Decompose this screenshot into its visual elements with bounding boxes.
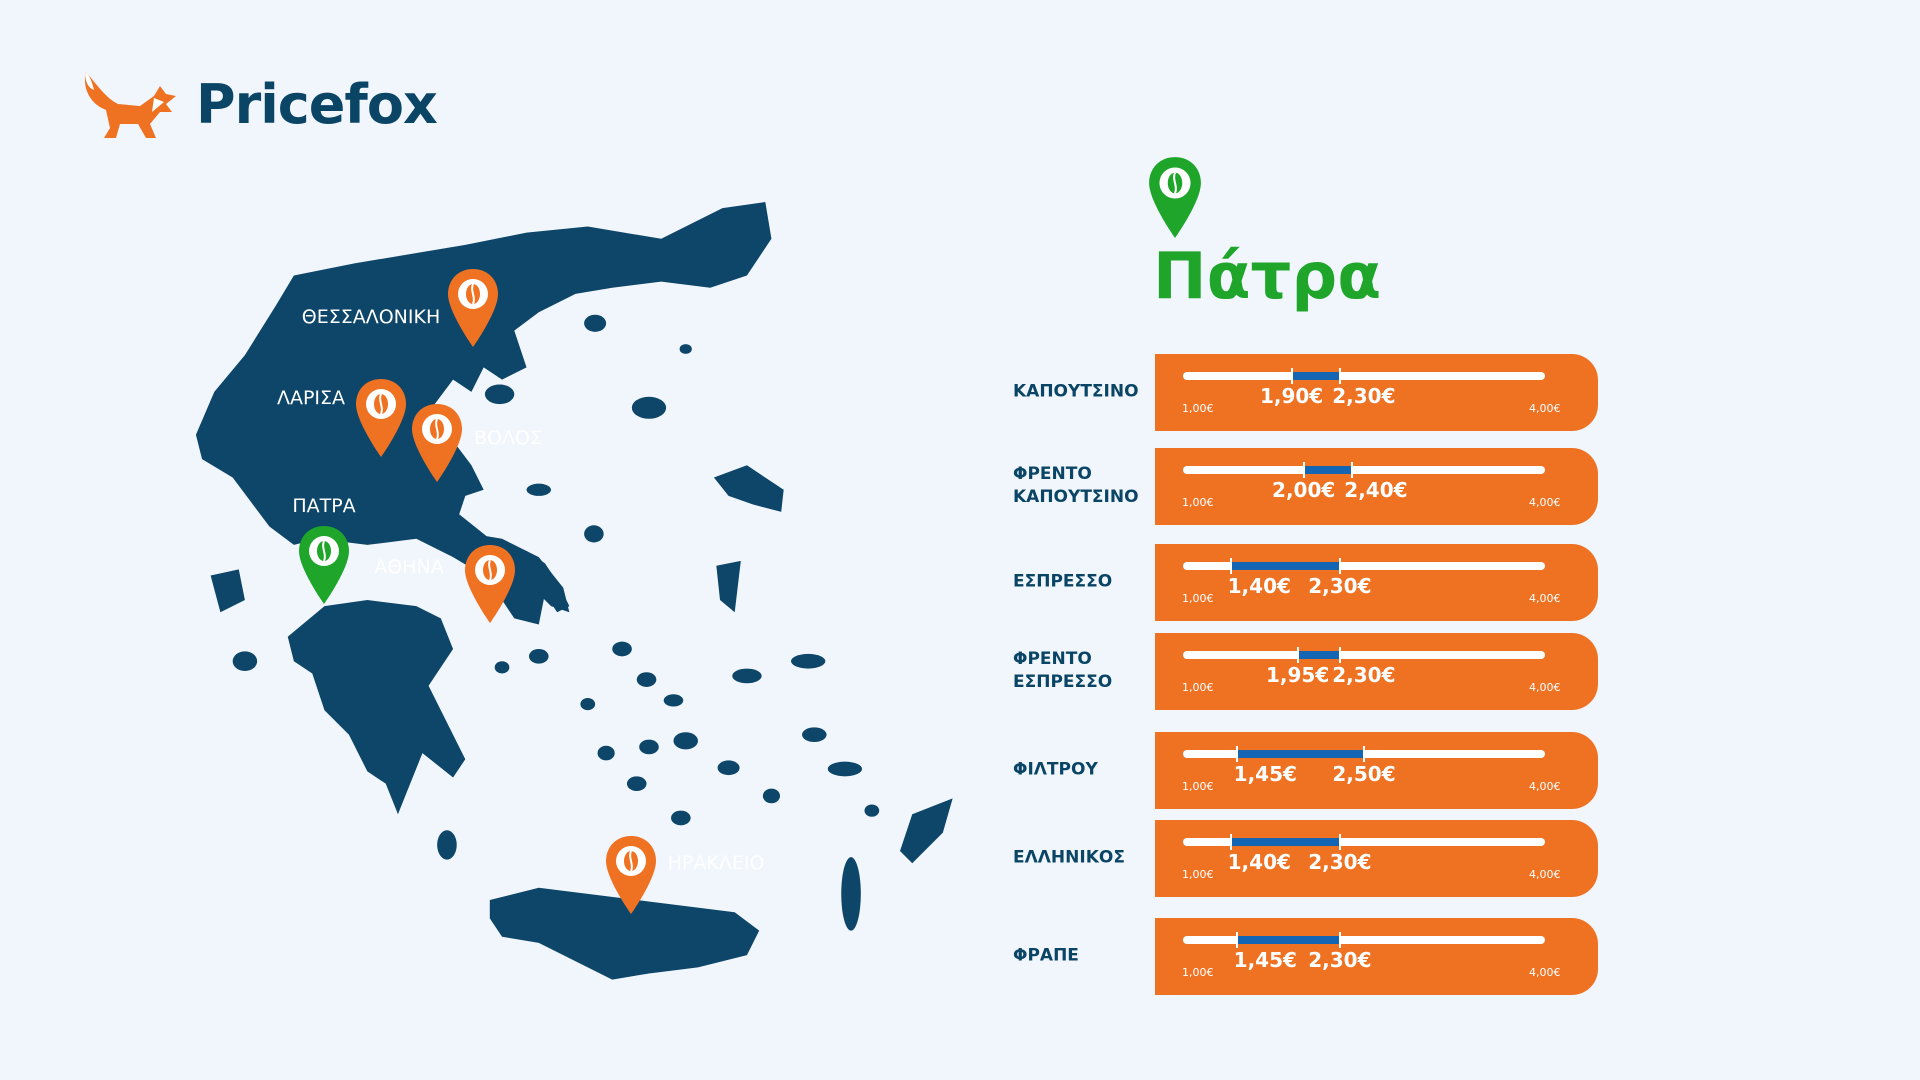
scale-max-label: 4,00€	[1529, 868, 1561, 881]
high-price-value: 2,40€	[1344, 478, 1408, 502]
scale-min-label: 1,00€	[1182, 496, 1214, 509]
low-price-marker	[1230, 834, 1233, 850]
scale-max-label: 4,00€	[1529, 780, 1561, 793]
city-label-larisa: ΛΑΡΙΣΑ	[276, 387, 346, 409]
low-price-marker	[1302, 462, 1305, 478]
price-range-fill	[1237, 750, 1364, 758]
price-range-fill	[1237, 936, 1340, 944]
high-price-marker	[1338, 368, 1341, 384]
map-pin-3-coffee-bean-icon[interactable]	[297, 524, 351, 606]
price-range-bar: 1,40€ 2,30€ 1,00€ 4,00€	[1155, 544, 1598, 621]
coffee-type-label: ΚΑΠΟΥΤΣΙΝΟ	[1013, 381, 1139, 402]
scale-max-label: 4,00€	[1529, 592, 1561, 605]
high-price-marker	[1338, 558, 1341, 574]
price-track	[1183, 368, 1545, 384]
scale-max-label: 4,00€	[1529, 966, 1561, 979]
low-price-value: 1,40€	[1227, 850, 1291, 874]
coffee-type-label: ΦΙΛΤΡΟΥ	[1013, 759, 1098, 780]
scale-min-label: 1,00€	[1182, 681, 1214, 694]
city-label-irakleio: ΗΡΑΚΛΕΙΟ	[667, 852, 765, 874]
selected-city-pin-icon	[1149, 157, 1201, 238]
low-price-value: 1,95€	[1265, 663, 1330, 687]
price-track	[1183, 932, 1545, 948]
lesvos	[713, 465, 784, 512]
low-price-value: 2,00€	[1272, 478, 1336, 502]
price-track	[1183, 834, 1545, 850]
low-price-marker	[1296, 647, 1299, 663]
price-track	[1183, 558, 1545, 574]
high-price-value: 2,30€	[1332, 384, 1396, 408]
scale-min-label: 1,00€	[1182, 592, 1214, 605]
high-price-marker	[1350, 462, 1353, 478]
city-label-athina: ΑΘΗΝΑ	[374, 556, 444, 578]
scale-min-label: 1,00€	[1182, 402, 1214, 415]
price-range-bar: 1,45€ 2,30€ 1,00€ 4,00€	[1155, 918, 1598, 995]
price-track	[1183, 462, 1545, 478]
low-price-value: 1,90€	[1259, 384, 1324, 408]
low-price-marker	[1236, 746, 1239, 762]
scale-max-label: 4,00€	[1529, 496, 1561, 509]
scale-max-label: 4,00€	[1529, 402, 1561, 415]
low-price-value: 1,40€	[1227, 574, 1291, 598]
scale-max-label: 4,00€	[1529, 681, 1561, 694]
mainland-greece	[195, 202, 772, 625]
corfu-area	[210, 569, 245, 613]
price-track	[1183, 647, 1545, 663]
coffee-type-label: ΦΡΕΝΤΟ ΕΣΠΡΕΣΣΟ	[1013, 649, 1113, 692]
map-pin-1-coffee-bean-icon[interactable]	[354, 377, 408, 459]
price-range-fill	[1297, 651, 1340, 659]
coffee-type-label: ΦΡΑΠΕ	[1013, 945, 1079, 966]
small-islands	[232, 314, 880, 931]
chios	[716, 560, 741, 613]
price-range-bar: 2,00€ 2,40€ 1,00€ 4,00€	[1155, 448, 1598, 525]
coffee-type-label: ΕΛΛΗΝΙΚΟΣ	[1013, 847, 1125, 868]
high-price-marker	[1363, 746, 1365, 762]
low-price-value: 1,45€	[1233, 762, 1297, 786]
high-price-value: 2,30€	[1308, 850, 1372, 874]
scale-min-label: 1,00€	[1182, 966, 1214, 979]
price-range-bar: 1,45€ 2,50€ 1,00€ 4,00€	[1155, 732, 1598, 809]
price-range-fill	[1231, 562, 1340, 570]
city-label-thessaloniki: ΘΕΣΣΑΛΟΝΙΚΗ	[301, 306, 441, 328]
high-price-value: 2,50€	[1332, 762, 1396, 786]
price-range-fill	[1231, 838, 1340, 846]
brand-name: Pricefox	[196, 72, 438, 136]
low-price-marker	[1230, 558, 1233, 574]
map-pin-0-coffee-bean-icon[interactable]	[446, 267, 500, 349]
high-price-value: 2,30€	[1332, 663, 1396, 687]
coffee-type-label: ΦΡΕΝΤΟ ΚΑΠΟΥΤΣΙΝΟ	[1013, 464, 1139, 507]
pricefox-logo: Pricefox	[80, 68, 438, 140]
city-label-patra: ΠΑΤΡΑ	[292, 495, 356, 517]
map-pin-2-coffee-bean-icon[interactable]	[410, 402, 464, 484]
high-price-marker	[1338, 932, 1341, 948]
selected-city-title: Πάτρα	[1153, 240, 1382, 314]
price-range-bar: 1,40€ 2,30€ 1,00€ 4,00€	[1155, 820, 1598, 897]
peloponnese	[287, 600, 466, 815]
low-price-marker	[1236, 932, 1239, 948]
price-range-bar: 1,90€ 2,30€ 1,00€ 4,00€	[1155, 354, 1598, 431]
map-pin-4-coffee-bean-icon[interactable]	[463, 543, 517, 625]
high-price-marker	[1338, 834, 1341, 850]
price-range-fill	[1303, 466, 1352, 474]
rhodes	[900, 798, 953, 864]
city-label-volos: ΒΟΛΟΣ	[474, 427, 542, 449]
price-range-bar: 1,95€ 2,30€ 1,00€ 4,00€	[1155, 633, 1598, 710]
high-price-value: 2,30€	[1308, 574, 1372, 598]
map-pin-5-coffee-bean-icon[interactable]	[604, 834, 658, 916]
low-price-value: 1,45€	[1233, 948, 1297, 972]
high-price-marker	[1338, 647, 1341, 663]
coffee-type-label: ΕΣΠΡΕΣΣΟ	[1013, 571, 1113, 592]
scale-min-label: 1,00€	[1182, 868, 1214, 881]
price-range-fill	[1291, 372, 1340, 380]
scale-min-label: 1,00€	[1182, 780, 1214, 793]
fox-icon	[84, 72, 176, 138]
crete	[489, 887, 760, 980]
high-price-value: 2,30€	[1308, 948, 1372, 972]
price-track	[1183, 746, 1545, 762]
low-price-marker	[1290, 368, 1293, 384]
